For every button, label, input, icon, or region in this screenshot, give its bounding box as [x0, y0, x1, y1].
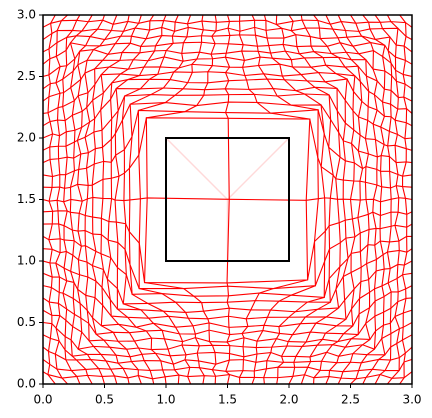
x-tick-label: 0.5	[95, 393, 114, 407]
mesh-edge	[399, 15, 408, 384]
hole-guide	[165, 137, 290, 261]
foreground: 0.0 0.5 1.0 1.5 2.0 2.5 3.0 0.0 0.5 1.0 1.5 2.0 2.5 3…	[17, 8, 422, 407]
x-tick-label: 1.5	[218, 393, 237, 407]
mesh-edge	[84, 15, 118, 384]
mesh-edge	[350, 15, 378, 384]
x-tick-label: 2.0	[279, 393, 298, 407]
y-tick-label: 2.5	[17, 69, 36, 83]
mesh-edge	[43, 285, 412, 328]
mesh-edge	[43, 34, 412, 53]
mesh-edge	[362, 15, 386, 384]
y-tick-label: 1.5	[17, 192, 36, 206]
mesh-edge	[374, 15, 393, 384]
mesh-edge	[43, 41, 412, 65]
mesh-edge	[386, 15, 401, 384]
mesh-edge	[43, 19, 412, 28]
y-tick-label: 0.5	[17, 315, 36, 329]
square	[165, 137, 290, 262]
x-tick-label: 3.0	[402, 393, 421, 407]
y-tick-label: 3.0	[17, 8, 36, 22]
mesh-edge	[43, 26, 412, 41]
y-tick-label: 1.0	[17, 254, 36, 268]
mesh-edge	[43, 309, 412, 343]
x-tick-label: 1.0	[156, 393, 175, 407]
x-tick-label: 0.0	[33, 393, 52, 407]
y-tick-label: 0.0	[17, 377, 36, 391]
x-tick-label: 2.5	[341, 393, 360, 407]
mesh	[43, 15, 412, 384]
y-tick-label: 2.0	[17, 131, 36, 145]
